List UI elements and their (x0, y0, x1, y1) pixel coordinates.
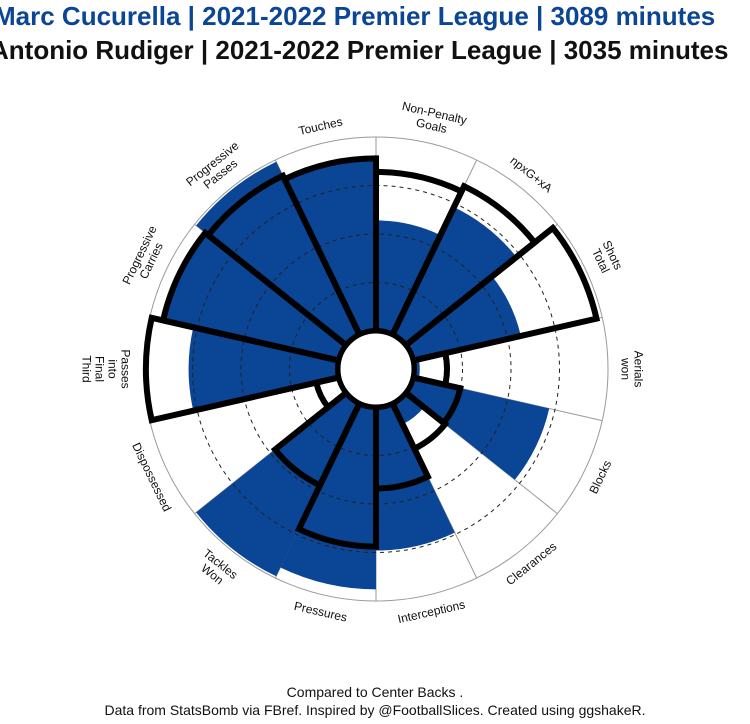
category-label-11: ProgressiveCarries (119, 223, 171, 292)
bar-marc-cucurella-13 (283, 156, 376, 335)
category-label-line: Blocks (586, 458, 614, 496)
bar-marc-cucurella-10 (188, 327, 339, 411)
category-label-line: npxG+xA (507, 153, 555, 195)
player1-title: Marc Cucurella | 2021-2022 Premier Leagu… (0, 1, 716, 31)
category-label-line: Passes (119, 349, 133, 388)
category-label-10: PassesintoFinalThird (80, 349, 133, 388)
category-label-0: Non-PenaltyGoals (398, 99, 468, 140)
category-label-line: Interceptions (396, 597, 466, 626)
bar-marc-cucurella-1 (392, 207, 517, 346)
credits-caption: Data from StatsBomb via FBref. Inspired … (104, 702, 646, 718)
gridline-25 (289, 282, 463, 456)
center-hole (335, 328, 417, 410)
category-label-1: npxG+xA (507, 153, 555, 195)
bar-marc-cucurella-8 (196, 392, 360, 577)
category-label-line: Clearances (503, 539, 559, 588)
category-label-line: won (619, 357, 633, 380)
category-label-line: Final (93, 356, 107, 382)
bar-marc-cucurella-0 (376, 220, 441, 335)
bar-marc-cucurella-4 (405, 377, 550, 480)
category-label-6: Interceptions (396, 597, 466, 626)
category-label-5: Clearances (503, 539, 559, 588)
category-label-line: Aerials (632, 351, 646, 388)
category-label-9: Dispossessed (129, 440, 174, 513)
center-hole-layer (335, 328, 417, 410)
category-label-line: Touches (297, 114, 344, 138)
category-label-line: Dispossessed (129, 440, 174, 513)
category-label-line: into (106, 359, 120, 379)
category-label-13: Touches (297, 114, 344, 138)
category-label-line: Pressures (293, 599, 349, 625)
category-label-8: TacklesWon (192, 546, 240, 592)
player2-title: Antonio Rudiger | 2021-2022 Premier Leag… (0, 35, 729, 65)
comparison-caption: Compared to Center Backs . (286, 684, 464, 700)
category-label-line: Goals (415, 115, 449, 136)
category-label-4: Blocks (586, 458, 614, 496)
category-label-line: Third (80, 355, 94, 382)
category-label-3: Aerialswon (619, 351, 646, 388)
category-label-7: Pressures (293, 599, 349, 625)
category-label-2: ShotsTotal (588, 238, 626, 277)
bar-marc-cucurella-6 (376, 403, 455, 551)
